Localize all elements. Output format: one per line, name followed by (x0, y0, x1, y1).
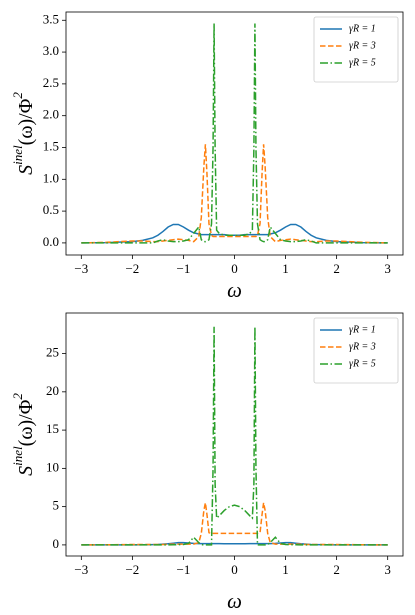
y-label-part: S (15, 165, 37, 175)
series-line (81, 23, 388, 244)
axes-frame (65, 11, 404, 256)
x-tick-label: 2 (333, 261, 340, 276)
y-tick-label: 15 (46, 421, 59, 436)
y-label-superscript: inel (10, 145, 25, 165)
x-tick-label: 1 (282, 261, 289, 276)
y-tick-label: 25 (46, 345, 59, 360)
x-axis-label: ω (227, 589, 242, 613)
x-tick-label: 3 (384, 562, 391, 577)
legend-frame (313, 317, 399, 384)
legend: γR = 1 γR = 3 γR = 5 (313, 16, 399, 83)
x-tick-label: −2 (125, 261, 139, 276)
x-axis-label: ω (227, 278, 242, 302)
subplot: −3 −2 −1 0 1 2 3 0.0 0.5 1.0 1.5 2.0 2.5 3.0 3.5 γR = 1… (10, 11, 404, 302)
y-label-superscript: 2 (10, 393, 25, 400)
y-label-part: (ω)/Φ (15, 98, 37, 145)
y-tick-label: 0.5 (43, 202, 59, 217)
series-line (81, 326, 388, 546)
legend-label: γR = 5 (349, 358, 376, 369)
legend-label: γR = 1 (349, 23, 376, 34)
x-tick-label: −3 (74, 562, 88, 577)
x-tick-label: 0 (231, 562, 238, 577)
series-line (81, 502, 388, 546)
legend-label: γR = 3 (349, 341, 376, 352)
series-line (81, 541, 388, 546)
x-tick-label: 2 (333, 562, 340, 577)
series-line (81, 223, 388, 244)
x-tick-label: −1 (177, 261, 191, 276)
legend: γR = 1 γR = 3 γR = 5 (313, 317, 399, 384)
series-line (81, 144, 388, 244)
subplot: −3 −2 −1 0 1 2 3 0 5 10 15 20 25 γR = 1 γR = 3 γR = 5 ω S… (10, 312, 404, 613)
legend-label: γR = 5 (349, 57, 376, 68)
y-tick-label: 1.0 (43, 170, 59, 185)
y-axis-label: Sinel(ω)/Φ2 (10, 92, 36, 175)
y-label-part: (ω)/Φ (15, 399, 37, 446)
x-tick-label: −2 (125, 562, 139, 577)
y-tick-label: 10 (46, 459, 59, 474)
x-tick-label: 0 (231, 261, 238, 276)
axes-frame (65, 312, 404, 557)
y-label-superscript: inel (10, 446, 25, 466)
y-tick-label: 0.0 (43, 234, 59, 249)
x-tick-label: −1 (177, 562, 191, 577)
y-tick-label: 1.5 (43, 138, 59, 153)
y-tick-label: 0 (53, 536, 60, 551)
x-tick-label: 1 (282, 562, 289, 577)
y-tick-label: 3.5 (43, 11, 59, 26)
y-tick-label: 20 (46, 383, 59, 398)
y-axis-label: Sinel(ω)/Φ2 (10, 393, 36, 476)
y-tick-label: 2.0 (43, 107, 59, 122)
y-label-part: S (15, 466, 37, 476)
x-tick-label: −3 (74, 261, 88, 276)
y-tick-label: 5 (53, 498, 60, 513)
legend-label: γR = 1 (349, 324, 376, 335)
y-tick-label: 3.0 (43, 43, 59, 58)
y-tick-label: 2.5 (43, 75, 59, 90)
y-label-superscript: 2 (10, 92, 25, 99)
legend-frame (313, 16, 399, 83)
x-tick-label: 3 (384, 261, 391, 276)
legend-label: γR = 3 (349, 40, 376, 51)
